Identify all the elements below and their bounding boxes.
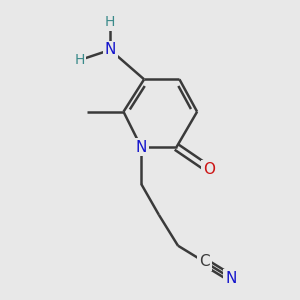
Text: O: O <box>203 162 215 177</box>
Text: N: N <box>105 42 116 57</box>
Text: H: H <box>74 53 85 67</box>
Text: C: C <box>199 254 210 269</box>
Text: N: N <box>136 140 147 154</box>
Text: N: N <box>225 271 237 286</box>
Text: H: H <box>105 15 116 29</box>
